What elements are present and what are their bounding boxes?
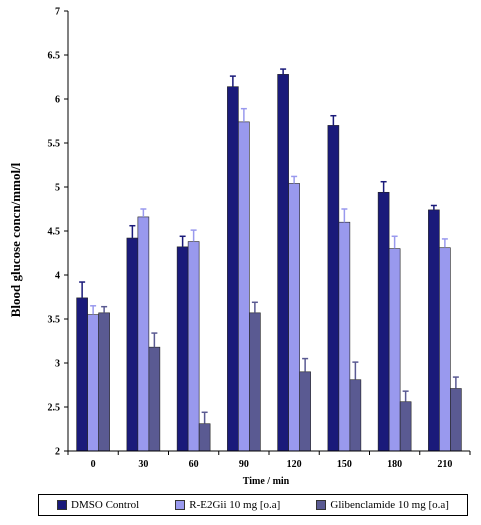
legend-item-re2gii: R-E2Gii 10 mg [o.a] bbox=[175, 499, 280, 511]
bar-0-150 bbox=[327, 125, 340, 452]
bar-2-210 bbox=[450, 388, 462, 452]
legend-label-dmso: DMSO Control bbox=[71, 499, 140, 511]
bar-0-60 bbox=[176, 246, 189, 452]
y-tick-label: 2 bbox=[55, 447, 60, 458]
legend-item-dmso: DMSO Control bbox=[57, 499, 139, 511]
y-tick-label: 7 bbox=[55, 7, 60, 18]
bars-layer bbox=[76, 68, 462, 452]
bar-2-180 bbox=[399, 401, 412, 452]
bar-1-0 bbox=[87, 314, 99, 452]
bar-1-150 bbox=[338, 221, 351, 452]
bar-1-30 bbox=[137, 216, 150, 452]
bar-chart: 2 2.5 3 3.5 4 4.5 5 5.5 6 6.5 7 0 30 60 90 120 150 180 210… bbox=[8, 7, 471, 487]
y-tick-label: 2.5 bbox=[48, 403, 61, 414]
bar-0-90 bbox=[227, 86, 239, 452]
bar-0-210 bbox=[428, 209, 440, 452]
y-tick-label: 4.5 bbox=[48, 227, 61, 238]
legend-swatch-glibenclamide bbox=[316, 500, 327, 510]
legend-item-glibenclamide: Glibenclamide 10 mg [o.a] bbox=[316, 499, 449, 511]
y-tick-label: 6 bbox=[55, 95, 60, 106]
y-axis-title: Blood glucose concn/mmol/l bbox=[8, 162, 23, 317]
bar-2-150 bbox=[349, 379, 362, 452]
x-tick-label: 30 bbox=[138, 459, 148, 470]
legend-swatch-dmso bbox=[57, 500, 68, 510]
y-tick-label: 3 bbox=[55, 359, 60, 370]
x-tick-label: 0 bbox=[91, 459, 96, 470]
x-tick-label: 150 bbox=[337, 459, 352, 470]
bar-0-0 bbox=[76, 297, 88, 452]
x-tick-label: 60 bbox=[189, 459, 199, 470]
bar-2-90 bbox=[249, 312, 261, 452]
x-tick-label: 120 bbox=[287, 459, 302, 470]
bar-1-210 bbox=[439, 247, 451, 452]
legend-label-re2gii: R-E2Gii 10 mg [o.a] bbox=[189, 499, 281, 511]
x-axis-title: Time / min bbox=[243, 476, 290, 487]
legend: DMSO Control R-E2Gii 10 mg [o.a] Glibenc… bbox=[38, 494, 468, 516]
axes-layer: 2 2.5 3 3.5 4 4.5 5 5.5 6 6.5 7 0 30 60 90 120 150 180 210 bbox=[48, 7, 471, 470]
bar-2-120 bbox=[299, 371, 311, 452]
y-tick-label: 5.5 bbox=[48, 139, 61, 150]
legend-swatch-re2gii bbox=[175, 500, 186, 510]
bar-2-60 bbox=[198, 423, 211, 452]
bar-2-0 bbox=[98, 312, 110, 452]
bar-0-120 bbox=[277, 74, 289, 452]
x-tick-label: 90 bbox=[239, 459, 249, 470]
y-tick-label: 5 bbox=[55, 183, 60, 194]
bar-1-60 bbox=[187, 241, 200, 452]
bar-1-90 bbox=[238, 121, 250, 452]
x-tick-label: 210 bbox=[437, 459, 452, 470]
bar-1-180 bbox=[388, 248, 401, 452]
bar-0-180 bbox=[377, 191, 390, 452]
bar-0-30 bbox=[126, 237, 139, 452]
y-tick-label: 6.5 bbox=[48, 51, 61, 62]
bar-2-30 bbox=[148, 346, 161, 452]
y-tick-label: 4 bbox=[55, 271, 60, 282]
legend-label-glibenclamide: Glibenclamide 10 mg [o.a] bbox=[330, 499, 449, 511]
y-tick-label: 3.5 bbox=[48, 315, 61, 326]
bar-1-120 bbox=[288, 183, 300, 452]
x-tick-label: 180 bbox=[387, 459, 402, 470]
